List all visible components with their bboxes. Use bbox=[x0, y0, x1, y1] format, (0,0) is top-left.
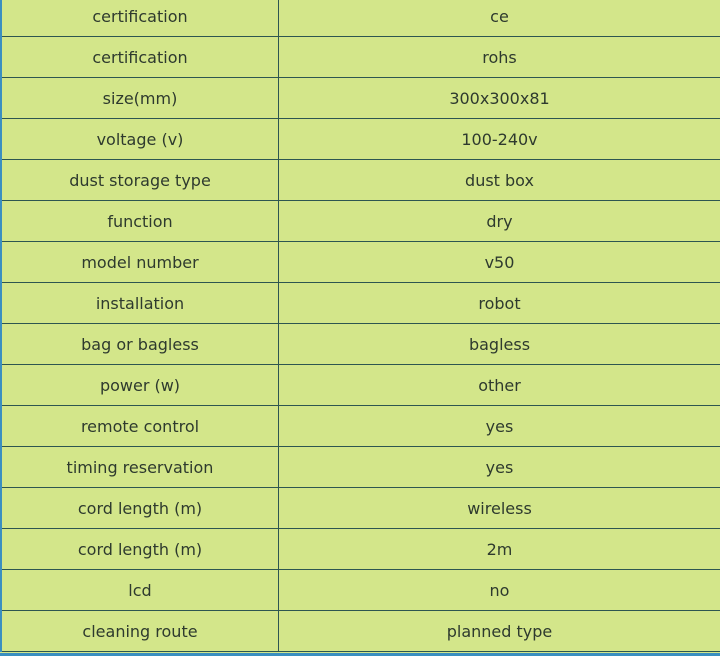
table-row: cleaning route planned type bbox=[1, 610, 720, 652]
spec-value: 2m bbox=[278, 528, 720, 570]
spec-value: no bbox=[278, 569, 720, 611]
table-row: dust storage type dust box bbox=[1, 159, 720, 201]
table-row: bag or bagless bagless bbox=[1, 323, 720, 365]
spec-value: dry bbox=[278, 200, 720, 242]
spec-value: 300x300x81 bbox=[278, 77, 720, 119]
table-row: timing reservation yes bbox=[1, 446, 720, 488]
spec-value: rohs bbox=[278, 36, 720, 78]
spec-label: certification bbox=[1, 0, 279, 37]
table-row: certification ce bbox=[1, 0, 720, 37]
spec-value: other bbox=[278, 364, 720, 406]
bottom-border bbox=[0, 653, 720, 656]
spec-value: 100-240v bbox=[278, 118, 720, 160]
table-row: remote control yes bbox=[1, 405, 720, 447]
spec-label: certification bbox=[1, 36, 279, 78]
spec-value: yes bbox=[278, 446, 720, 488]
spec-label: voltage (v) bbox=[1, 118, 279, 160]
spec-label: cleaning route bbox=[1, 610, 279, 652]
spec-value: robot bbox=[278, 282, 720, 324]
table-row: certification rohs bbox=[1, 36, 720, 78]
spec-value: ce bbox=[278, 0, 720, 37]
spec-label: cord length (m) bbox=[1, 528, 279, 570]
spec-label: size(mm) bbox=[1, 77, 279, 119]
table-row: lcd no bbox=[1, 569, 720, 611]
spec-label: power (w) bbox=[1, 364, 279, 406]
table-row: size(mm) 300x300x81 bbox=[1, 77, 720, 119]
table-row: function dry bbox=[1, 200, 720, 242]
spec-label: timing reservation bbox=[1, 446, 279, 488]
table-row: model number v50 bbox=[1, 241, 720, 283]
spec-label: dust storage type bbox=[1, 159, 279, 201]
spec-label: lcd bbox=[1, 569, 279, 611]
spec-label: function bbox=[1, 200, 279, 242]
table-row: cord length (m) 2m bbox=[1, 528, 720, 570]
spec-label: cord length (m) bbox=[1, 487, 279, 529]
table-row: voltage (v) 100-240v bbox=[1, 118, 720, 160]
spec-label: model number bbox=[1, 241, 279, 283]
spec-value: yes bbox=[278, 405, 720, 447]
spec-value: wireless bbox=[278, 487, 720, 529]
spec-label: remote control bbox=[1, 405, 279, 447]
spec-value: v50 bbox=[278, 241, 720, 283]
table-row: power (w) other bbox=[1, 364, 720, 406]
spec-value: planned type bbox=[278, 610, 720, 652]
table-row: cord length (m) wireless bbox=[1, 487, 720, 529]
table-row: installation robot bbox=[1, 282, 720, 324]
spec-value: dust box bbox=[278, 159, 720, 201]
spec-label: bag or bagless bbox=[1, 323, 279, 365]
spec-label: installation bbox=[1, 282, 279, 324]
spec-value: bagless bbox=[278, 323, 720, 365]
